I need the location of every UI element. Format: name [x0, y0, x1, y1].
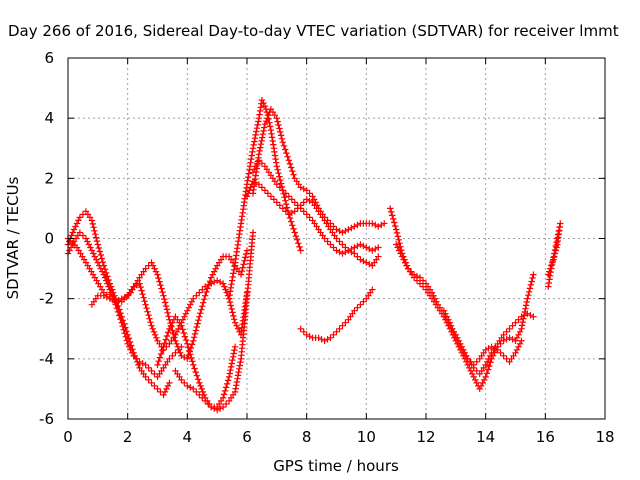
series-marks: [297, 286, 376, 344]
x-tick-label: 4: [183, 428, 193, 446]
x-tick-label: 14: [476, 428, 495, 446]
grid-lines: [68, 58, 605, 419]
series-marks: [249, 157, 382, 257]
x-tick-label: 8: [302, 428, 312, 446]
y-tick-label: 2: [44, 169, 54, 187]
y-tick-label: 0: [44, 230, 54, 248]
series-arc-9: [249, 157, 382, 257]
x-tick-label: 2: [123, 428, 133, 446]
x-tick-labels: 0 2 4 6 8 10 12 14 16 18: [63, 428, 614, 446]
data-points: [64, 96, 564, 414]
series-marks: [172, 229, 257, 414]
y-tick-label: 6: [44, 49, 54, 67]
chart-title: Day 266 of 2016, Sidereal Day-to-day VTE…: [8, 22, 619, 40]
series-marks: [88, 277, 251, 353]
series-arc-2: [64, 229, 185, 381]
series-arc-15: [545, 220, 564, 290]
series-arc-10: [243, 178, 382, 269]
series-marks: [393, 241, 537, 393]
x-tick-label: 10: [357, 428, 376, 446]
series-arc-11: [297, 286, 376, 344]
series-arc-14: [440, 307, 525, 369]
y-axis-label: SDTVAR / TECUs: [4, 176, 22, 299]
axis-ticks: [67, 57, 606, 420]
x-tick-label: 16: [536, 428, 555, 446]
series-marks: [243, 178, 382, 269]
y-tick-label: -4: [39, 350, 54, 368]
series-arc-6: [172, 229, 257, 414]
y-tick-label: -6: [39, 410, 54, 428]
series-marks: [440, 307, 525, 369]
series-arc-13: [393, 241, 537, 393]
x-axis-label: GPS time / hours: [273, 457, 399, 475]
series-arc-4: [88, 277, 251, 353]
y-tick-label: -2: [39, 290, 54, 308]
series-marks: [545, 220, 564, 290]
x-tick-label: 18: [595, 428, 614, 446]
x-tick-label: 6: [242, 428, 252, 446]
series-marks: [64, 229, 185, 381]
y-tick-label: 4: [44, 109, 54, 127]
x-tick-label: 0: [63, 428, 73, 446]
y-tick-labels: -6 -4 -2 0 2 4 6: [39, 49, 54, 428]
x-tick-label: 12: [416, 428, 435, 446]
